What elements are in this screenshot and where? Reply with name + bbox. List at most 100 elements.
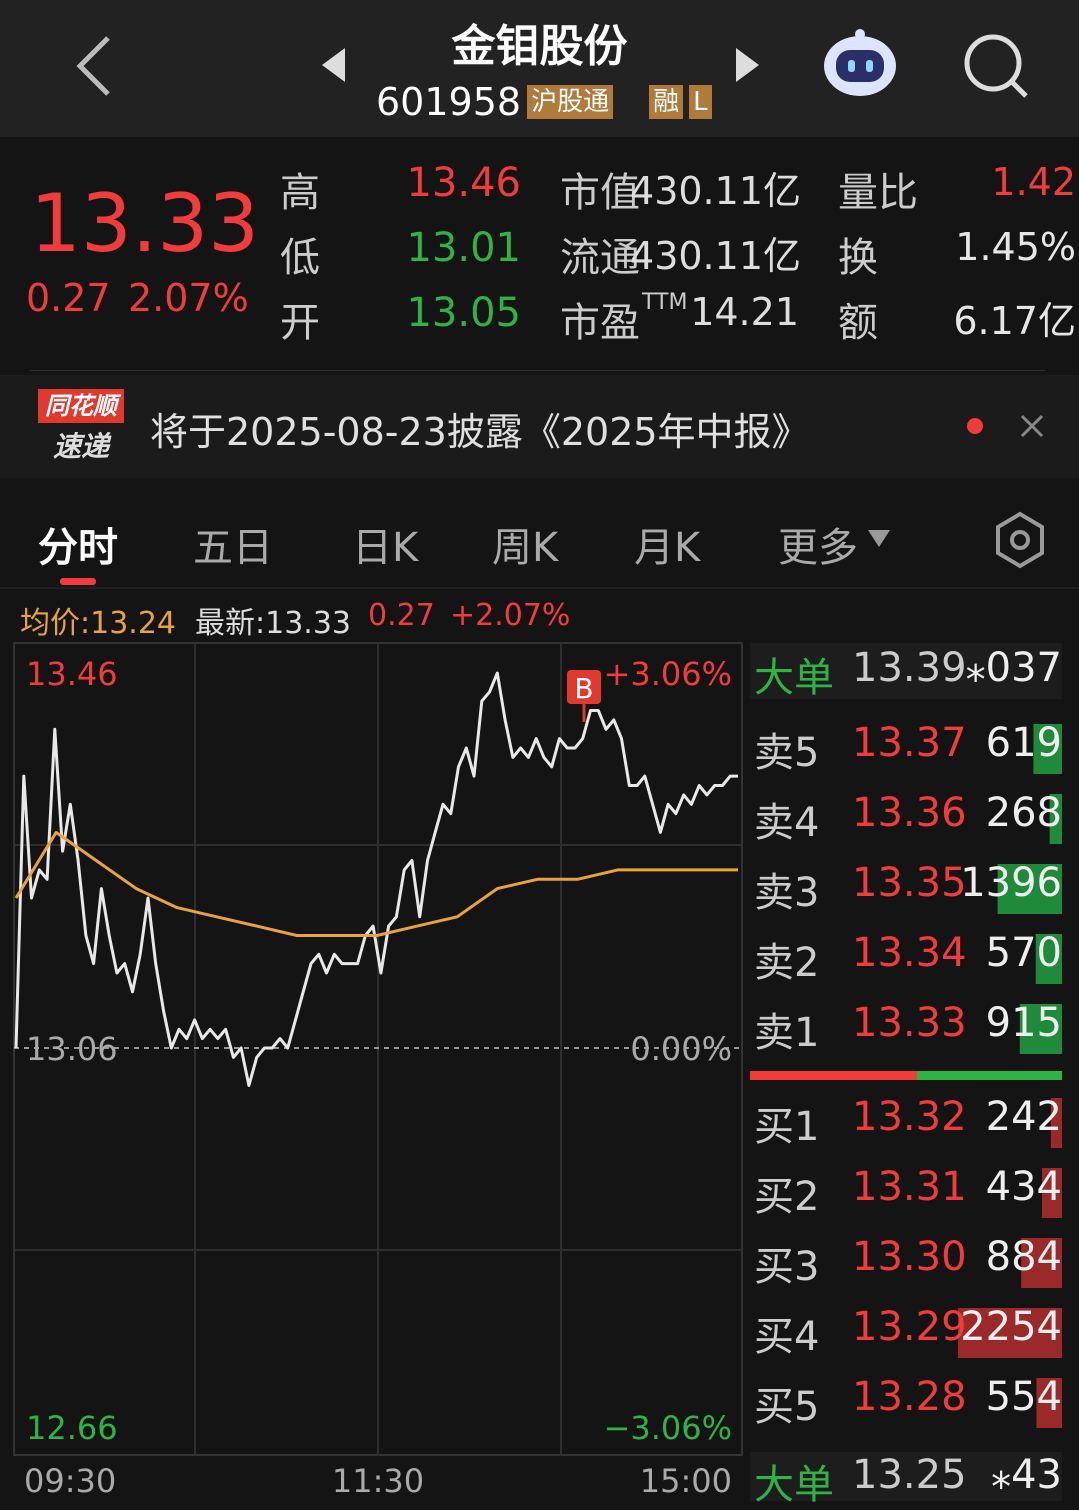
level-label: 卖5 — [754, 730, 820, 776]
divider — [30, 370, 1045, 371]
big-order-bg — [750, 1452, 1062, 1501]
volume-bar — [1050, 1098, 1062, 1148]
level-label: 买3 — [754, 1244, 820, 1290]
price-line — [14, 671, 738, 1087]
pct-tick-label: −3.06% — [604, 1409, 732, 1447]
level-volume: 434 — [985, 1164, 1062, 1210]
level-volume: 915 — [985, 1000, 1062, 1046]
level-label: 卖3 — [754, 870, 820, 916]
stat-label: 额 — [838, 300, 878, 346]
volume-bar — [1041, 1168, 1062, 1218]
level-price: 13.35 — [852, 860, 967, 906]
tab[interactable]: 分时 — [38, 525, 118, 571]
x-tick-label: 11:30 — [332, 1462, 424, 1500]
close-button[interactable] — [1020, 414, 1044, 438]
stat-label: 流通 — [560, 235, 640, 281]
volume-bar — [958, 1308, 1062, 1358]
stat-value: 430.11亿 — [630, 169, 801, 213]
y-tick-label: 13.46 — [26, 655, 118, 693]
buy-marker-label: B — [574, 672, 593, 705]
level-label: 大单 — [754, 655, 834, 701]
stat-label: 高 — [280, 170, 320, 216]
level-price: 13.33 — [852, 1000, 967, 1046]
sell-buy-ratio — [917, 1071, 1062, 1080]
back-button[interactable] — [76, 36, 110, 96]
latest-price: 最新:13.33 — [195, 606, 351, 641]
stat-label: 量比 — [838, 170, 918, 216]
level-label: 卖4 — [754, 800, 820, 846]
search-button[interactable] — [964, 34, 1028, 98]
level-volume: ⁎43 — [991, 1452, 1062, 1498]
level-price: 13.28 — [852, 1374, 967, 1420]
level-label: 买1 — [754, 1104, 820, 1150]
level-price: 13.39 — [852, 645, 967, 691]
level-price: 13.34 — [852, 930, 967, 976]
avg-price: 均价:13.24 — [20, 606, 176, 641]
volume-bar — [1021, 1238, 1062, 1288]
pct-tick-label: +3.06% — [604, 655, 732, 693]
x-tick-label: 15:00 — [640, 1462, 732, 1500]
level-label: 买4 — [754, 1314, 820, 1360]
stat-label: 开 — [280, 300, 320, 346]
x-tick-label: 09:30 — [24, 1462, 116, 1500]
level-price: 13.25 — [852, 1452, 967, 1498]
code-line: 601958 沪股通 融 L — [376, 80, 712, 124]
tab[interactable]: 月K — [634, 525, 701, 571]
notice-icons — [967, 414, 1044, 438]
level-volume: 2254 — [960, 1304, 1062, 1350]
stat-value: 13.05 — [406, 290, 521, 336]
stock-code: 601958 — [376, 80, 522, 124]
stat-label-sup: TTM — [642, 290, 688, 315]
assistant-icon[interactable] — [824, 29, 896, 96]
stock-name: 金钼股份 — [451, 21, 628, 72]
level-label: 卖1 — [754, 1010, 820, 1056]
stat-value: 6.17亿 — [953, 299, 1076, 343]
stat-value: 1.42 — [991, 160, 1076, 204]
level-volume: 554 — [985, 1374, 1062, 1420]
badge-bottom: 速递 — [52, 430, 109, 463]
stat-value: 430.11亿 — [630, 234, 801, 278]
next-stock[interactable] — [736, 48, 759, 82]
level-volume: 268 — [985, 790, 1062, 836]
level-volume: 1396 — [960, 860, 1062, 906]
volume-bar — [1033, 724, 1062, 774]
stat-value: 14.21 — [690, 290, 799, 334]
tab[interactable]: 五日 — [193, 525, 273, 571]
level-label: 买2 — [754, 1174, 820, 1220]
price-change-pct: 2.07% — [128, 276, 249, 320]
notice-text: 将于2025-08-23披露《2025年中报》 — [150, 410, 810, 454]
y-tick-label: 13.06 — [26, 1030, 118, 1068]
tag: L — [689, 85, 712, 119]
stat-label: 换 — [838, 235, 878, 281]
tag: 融 — [649, 85, 684, 119]
stat-label: 市值 — [560, 170, 640, 216]
level-label: 买5 — [754, 1384, 820, 1430]
prev-stock[interactable] — [322, 48, 345, 82]
level-volume: ⁎037 — [965, 645, 1062, 691]
level-volume: 242 — [985, 1094, 1062, 1140]
level-price: 13.29 — [852, 1304, 967, 1350]
y-tick-label: 12.66 — [26, 1409, 118, 1447]
tag: 沪股通 — [527, 85, 614, 119]
tab[interactable]: 周K — [492, 525, 559, 571]
buy-marker — [567, 670, 601, 704]
unread-dot — [967, 418, 983, 434]
tab[interactable]: 更多 — [778, 525, 858, 571]
volume-bar — [997, 864, 1062, 914]
level-price: 13.32 — [852, 1094, 967, 1140]
pct-tick-label: 0.00% — [630, 1030, 732, 1068]
stat-label: 市盈 — [560, 300, 640, 346]
level-label: 卖2 — [754, 940, 820, 986]
notice-bar[interactable]: 同花顺 速递 将于2025-08-23披露《2025年中报》 — [0, 375, 1079, 478]
tab[interactable]: 日K — [352, 525, 419, 571]
level-volume: 570 — [985, 930, 1062, 976]
level-volume: 884 — [985, 1234, 1062, 1280]
stat-label: 低 — [280, 235, 320, 281]
level-label: 大单 — [754, 1462, 834, 1508]
level-price: 13.31 — [852, 1164, 967, 1210]
volume-bar — [1036, 1378, 1062, 1428]
average-line — [14, 830, 738, 937]
